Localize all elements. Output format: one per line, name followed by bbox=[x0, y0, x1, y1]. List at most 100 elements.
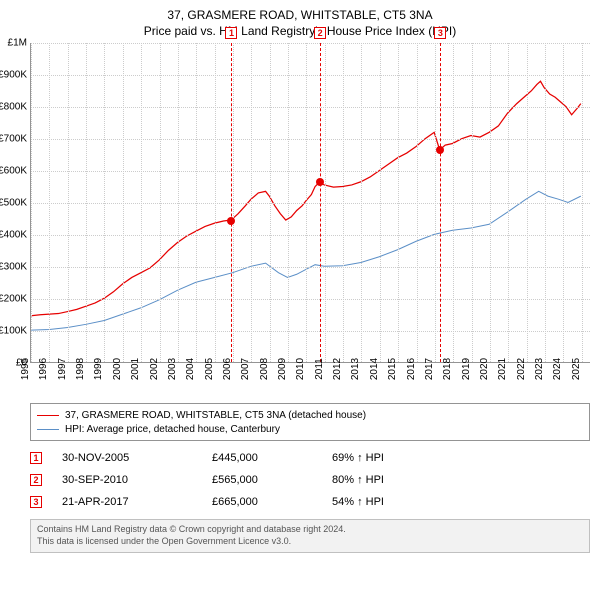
marker-box-3: 3 bbox=[434, 27, 446, 39]
gridline-v bbox=[508, 43, 509, 362]
sales-marker-2: 2 bbox=[30, 474, 42, 486]
x-tick-label: 2025 bbox=[571, 358, 582, 380]
gridline-v bbox=[563, 43, 564, 362]
gridline-v bbox=[361, 43, 362, 362]
legend: 37, GRASMERE ROAD, WHITSTABLE, CT5 3NA (… bbox=[30, 403, 590, 441]
footer-line2: This data is licensed under the Open Gov… bbox=[37, 536, 583, 548]
gridline-h bbox=[31, 331, 590, 332]
gridline-h bbox=[31, 171, 590, 172]
x-tick-label: 2004 bbox=[185, 358, 196, 380]
sales-marker-3: 3 bbox=[30, 496, 42, 508]
gridline-h bbox=[31, 235, 590, 236]
x-tick-label: 2021 bbox=[497, 358, 508, 380]
gridline-v bbox=[49, 43, 50, 362]
marker-dot-1 bbox=[227, 217, 235, 225]
x-tick-label: 2009 bbox=[277, 358, 288, 380]
x-axis: 1995199619971998199920002001200220032004… bbox=[20, 365, 580, 405]
gridline-v bbox=[86, 43, 87, 362]
footer-line1: Contains HM Land Registry data © Crown c… bbox=[37, 524, 583, 536]
legend-swatch bbox=[37, 429, 59, 430]
y-tick-label: £500K bbox=[0, 198, 27, 209]
x-tick-label: 2016 bbox=[406, 358, 417, 380]
sales-pct: 80% ↑ HPI bbox=[332, 474, 472, 486]
x-tick-label: 2010 bbox=[295, 358, 306, 380]
gridline-v bbox=[435, 43, 436, 362]
gridline-v bbox=[417, 43, 418, 362]
legend-item: HPI: Average price, detached house, Cant… bbox=[37, 422, 583, 436]
gridline-v bbox=[178, 43, 179, 362]
gridline-h bbox=[31, 299, 590, 300]
sales-date: 30-NOV-2005 bbox=[62, 452, 212, 464]
y-tick-label: £200K bbox=[0, 294, 27, 305]
gridline-v bbox=[251, 43, 252, 362]
sales-pct: 54% ↑ HPI bbox=[332, 496, 472, 508]
x-tick-label: 2019 bbox=[461, 358, 472, 380]
gridline-v bbox=[196, 43, 197, 362]
marker-line-2 bbox=[320, 43, 321, 362]
gridline-v bbox=[325, 43, 326, 362]
x-tick-label: 2023 bbox=[534, 358, 545, 380]
x-tick-label: 2008 bbox=[259, 358, 270, 380]
x-tick-label: 2003 bbox=[167, 358, 178, 380]
gridline-v bbox=[104, 43, 105, 362]
gridline-v bbox=[141, 43, 142, 362]
x-tick-label: 2014 bbox=[369, 358, 380, 380]
gridline-v bbox=[31, 43, 32, 362]
y-tick-label: £900K bbox=[0, 70, 27, 81]
legend-label: HPI: Average price, detached house, Cant… bbox=[65, 424, 280, 435]
y-tick-label: £700K bbox=[0, 134, 27, 145]
sales-row: 321-APR-2017£665,00054% ↑ HPI bbox=[30, 491, 590, 513]
gridline-v bbox=[288, 43, 289, 362]
gridline-v bbox=[270, 43, 271, 362]
x-tick-label: 2022 bbox=[516, 358, 527, 380]
gridline-h bbox=[31, 139, 590, 140]
sales-marker-1: 1 bbox=[30, 452, 42, 464]
plot-area: £0£100K£200K£300K£400K£500K£600K£700K£80… bbox=[30, 43, 590, 363]
marker-box-2: 2 bbox=[314, 27, 326, 39]
x-tick-label: 1998 bbox=[75, 358, 86, 380]
sales-date: 30-SEP-2010 bbox=[62, 474, 212, 486]
marker-dot-2 bbox=[316, 178, 324, 186]
gridline-v bbox=[215, 43, 216, 362]
x-tick-label: 2007 bbox=[240, 358, 251, 380]
gridline-h bbox=[31, 203, 590, 204]
gridline-v bbox=[306, 43, 307, 362]
sales-price: £665,000 bbox=[212, 496, 332, 508]
sales-row: 2 30-SEP-2010£565,00080% ↑ HPI bbox=[30, 469, 590, 491]
gridline-v bbox=[545, 43, 546, 362]
legend-swatch bbox=[37, 415, 59, 416]
y-tick-label: £600K bbox=[0, 166, 27, 177]
sales-pct: 69% ↑ HPI bbox=[332, 452, 472, 464]
gridline-v bbox=[527, 43, 528, 362]
x-tick-label: 2002 bbox=[149, 358, 160, 380]
x-tick-label: 2013 bbox=[350, 358, 361, 380]
x-tick-label: 2015 bbox=[387, 358, 398, 380]
x-tick-label: 2012 bbox=[332, 358, 343, 380]
gridline-v bbox=[490, 43, 491, 362]
x-tick-label: 1999 bbox=[93, 358, 104, 380]
y-tick-label: £100K bbox=[0, 326, 27, 337]
gridline-v bbox=[123, 43, 124, 362]
x-tick-label: 2020 bbox=[479, 358, 490, 380]
sales-price: £565,000 bbox=[212, 474, 332, 486]
y-tick-label: £400K bbox=[0, 230, 27, 241]
y-axis: £0£100K£200K£300K£400K£500K£600K£700K£80… bbox=[0, 43, 29, 362]
gridline-v bbox=[233, 43, 234, 362]
gridline-v bbox=[68, 43, 69, 362]
chart-container: 37, GRASMERE ROAD, WHITSTABLE, CT5 3NA P… bbox=[0, 0, 600, 590]
gridline-h bbox=[31, 107, 590, 108]
gridline-h bbox=[31, 43, 590, 44]
marker-box-1: 1 bbox=[225, 27, 237, 39]
x-tick-label: 1995 bbox=[20, 358, 31, 380]
sales-table: 1 30-NOV-2005£445,00069% ↑ HPI 2 30-SEP-201… bbox=[30, 447, 590, 513]
marker-line-3 bbox=[440, 43, 441, 362]
x-tick-label: 1996 bbox=[38, 358, 49, 380]
sales-price: £445,000 bbox=[212, 452, 332, 464]
x-tick-label: 1997 bbox=[57, 358, 68, 380]
sales-row: 1 30-NOV-2005£445,00069% ↑ HPI bbox=[30, 447, 590, 469]
x-tick-label: 2006 bbox=[222, 358, 233, 380]
footer: Contains HM Land Registry data © Crown c… bbox=[30, 519, 590, 552]
gridline-v bbox=[380, 43, 381, 362]
y-tick-label: £800K bbox=[0, 102, 27, 113]
gridline-v bbox=[453, 43, 454, 362]
